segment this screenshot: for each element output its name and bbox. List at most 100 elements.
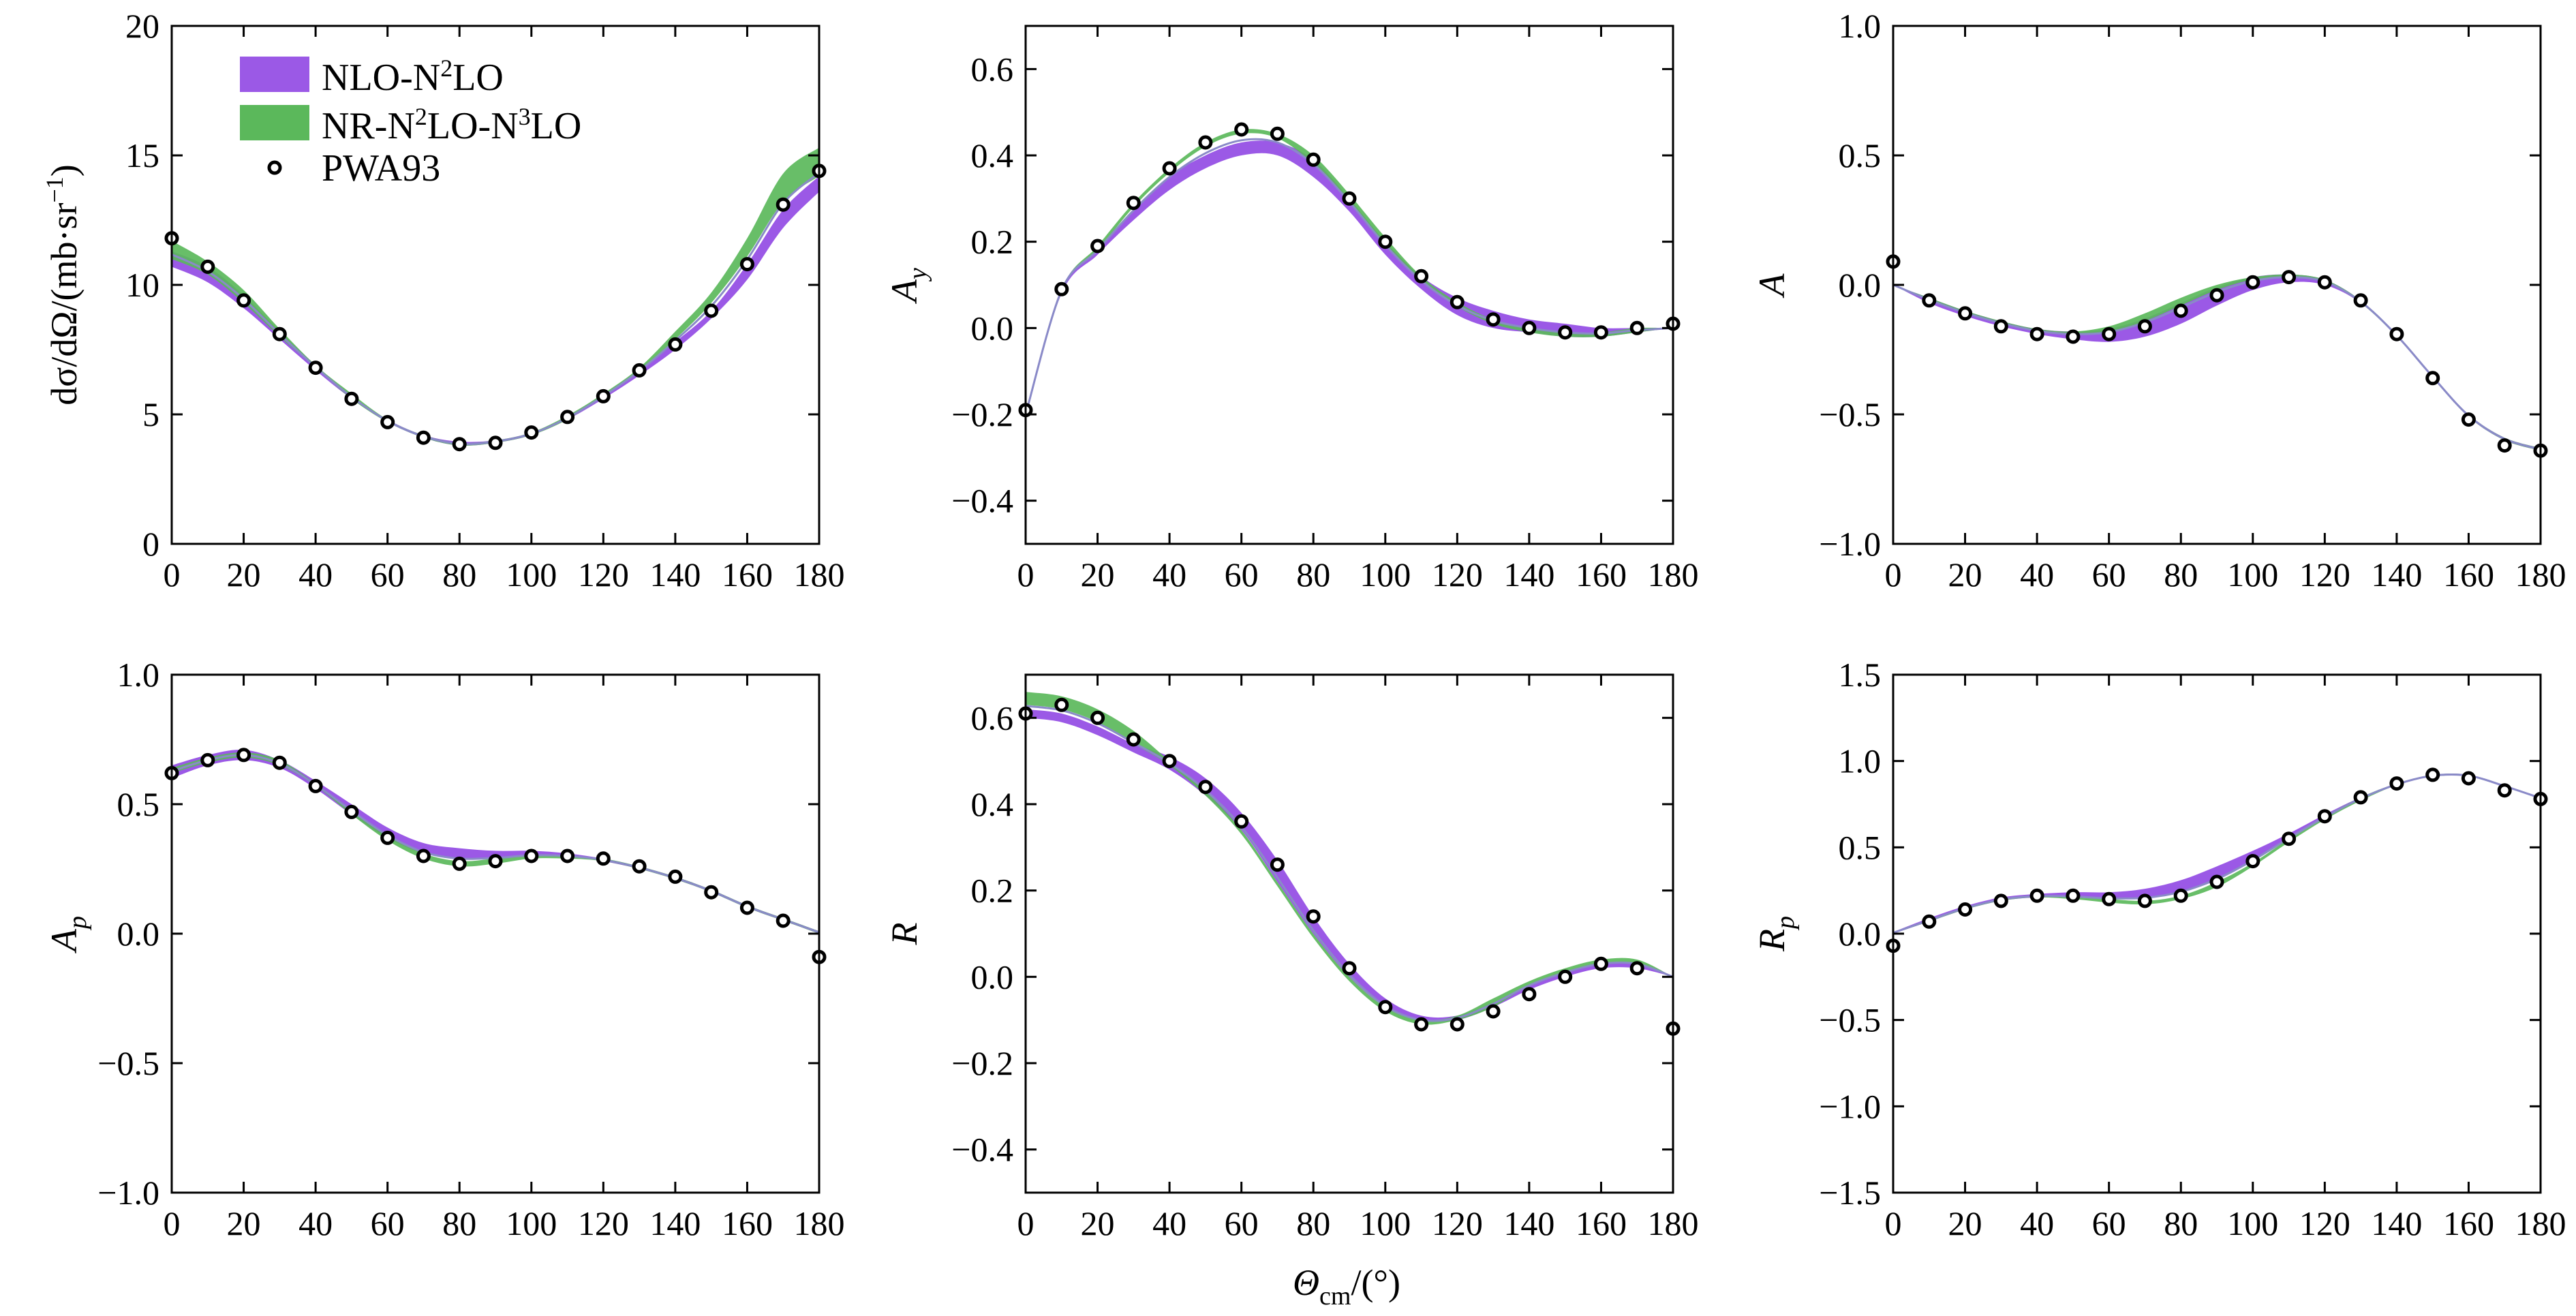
data-point-ay <box>1342 191 1357 206</box>
x-tick-label-ay: 60 <box>1225 555 1259 594</box>
y-tick-label-ay: 0.2 <box>971 223 1014 261</box>
data-point-rp <box>1958 902 1973 917</box>
data-point-rp <box>1922 914 1937 929</box>
data-point-ap <box>272 755 287 770</box>
plot-frame-ap <box>170 673 821 1194</box>
plot-area-ay <box>1026 129 1673 415</box>
x-tick-label-r: 140 <box>1503 1204 1554 1242</box>
data-point-rp <box>2353 790 2368 805</box>
x-tick-label-r: 60 <box>1225 1204 1259 1242</box>
x-tick-label-rp: 160 <box>2443 1204 2494 1242</box>
data-point-r <box>1558 969 1573 984</box>
y-tick-label-r: 0.4 <box>971 785 1014 823</box>
y-tick-label-ay: 0.4 <box>971 136 1014 174</box>
y-tick-label-dsdo: 0 <box>142 525 159 563</box>
x-tick-label-ay: 20 <box>1081 555 1115 594</box>
data-point-rp <box>2137 893 2152 908</box>
data-point-rp <box>1993 893 2008 908</box>
band-nr-rp <box>1893 774 2541 934</box>
x-tick-label-ay: 180 <box>1648 555 1699 594</box>
data-point-a <box>2209 288 2224 303</box>
x-tick-label-dsdo: 40 <box>298 555 333 594</box>
data-point-r <box>1270 857 1285 872</box>
y-tick-label-ay: 0.6 <box>971 50 1014 88</box>
data-point-a <box>2173 303 2188 318</box>
x-tick-label-a: 20 <box>1948 555 1982 594</box>
x-tick-label-rp: 20 <box>1948 1204 1982 1242</box>
y-axis-label-rp: Rp <box>1751 916 1800 952</box>
data-point-rp <box>2317 809 2332 824</box>
data-point-r <box>1054 697 1069 712</box>
x-tick-label-ap: 180 <box>794 1204 845 1242</box>
y-tick-label-ay: 0.0 <box>971 309 1014 347</box>
x-tick-label-ap: 20 <box>227 1204 261 1242</box>
data-point-a <box>2353 293 2368 308</box>
data-point-a <box>2029 326 2044 341</box>
data-point-ay <box>1522 320 1537 335</box>
data-point-r <box>1378 1000 1393 1015</box>
data-point-a <box>2389 326 2404 341</box>
x-tick-label-a: 0 <box>1885 555 1902 594</box>
y-tick-label-r: 0.6 <box>971 699 1014 737</box>
y-tick-label-r: −0.2 <box>951 1044 1013 1082</box>
y-tick-label-a: 0.5 <box>1839 136 1882 174</box>
data-point-ay <box>1270 126 1285 141</box>
x-tick-label-rp: 0 <box>1885 1204 1902 1242</box>
data-point-rp <box>2029 888 2044 903</box>
data-point-r <box>1522 987 1537 1002</box>
band-nr-ap <box>172 752 819 934</box>
x-tick-label-a: 120 <box>2299 555 2350 594</box>
data-point-ap <box>739 900 754 915</box>
panel-ay: 0 20 40 60 80 100 120 140 160 180 −0.4 −0.2 0.0 0.2 0.… <box>884 25 1699 594</box>
band-nlo-ap <box>172 749 819 934</box>
panel-a: 0 20 40 60 80 100 120 140 160 180 −1.0 −0.5 0.0 0.5 1.… <box>1751 7 2566 594</box>
legend-marker-pwa93 <box>267 160 282 175</box>
data-point-ap <box>344 804 359 819</box>
data-point-ay <box>1090 239 1105 254</box>
data-point-ap <box>704 885 719 900</box>
data-point-ap <box>632 859 647 874</box>
data-point-dsdo <box>236 293 251 308</box>
x-tick-label-dsdo: 140 <box>649 555 701 594</box>
data-point-rp <box>2173 888 2188 903</box>
y-axis-label-r: R <box>884 923 925 946</box>
legend-label-nlo: NLO-N2LO <box>322 55 504 99</box>
y-axis-label-a: A <box>1751 273 1792 299</box>
data-point-a <box>2137 319 2152 334</box>
band-nlo-ay <box>1026 140 1673 414</box>
data-point-ap <box>380 830 395 845</box>
x-tick-label-r: 180 <box>1648 1204 1699 1242</box>
data-point-r <box>1198 780 1213 795</box>
panel-ap: 0 20 40 60 80 100 120 140 160 180 −1.0 −0.5 0.0 0.5 1.… <box>44 656 845 1242</box>
y-tick-label-ay: −0.2 <box>951 395 1013 433</box>
data-point-dsdo <box>632 363 647 378</box>
data-point-a <box>2102 326 2117 341</box>
data-point-ay <box>1378 234 1393 249</box>
data-point-rp <box>2066 888 2081 903</box>
data-point-a <box>1922 293 1937 308</box>
y-tick-label-rp: 1.0 <box>1839 742 1882 780</box>
x-tick-label-ap: 140 <box>649 1204 701 1242</box>
center-line-dsdo <box>172 172 819 446</box>
data-point-dsdo <box>452 437 467 452</box>
data-point-rp <box>2425 767 2440 782</box>
x-tick-label-ay: 120 <box>1432 555 1483 594</box>
x-tick-label-a: 100 <box>2227 555 2278 594</box>
data-point-ap <box>524 848 539 863</box>
data-point-ay <box>1198 135 1213 150</box>
x-tick-label-ap: 160 <box>722 1204 773 1242</box>
x-tick-label-ay: 140 <box>1503 555 1554 594</box>
x-tick-label-rp: 40 <box>2020 1204 2054 1242</box>
legend-label-nr: NR-N2LO-N3LO <box>322 103 581 147</box>
data-point-r <box>1414 1017 1429 1032</box>
data-point-ap <box>452 856 467 871</box>
x-tick-label-rp: 140 <box>2371 1204 2422 1242</box>
x-tick-label-rp: 80 <box>2164 1204 2198 1242</box>
plot-area-dsdo <box>172 147 819 446</box>
data-point-ay <box>1558 325 1573 340</box>
data-point-r <box>1090 710 1105 725</box>
y-tick-label-ap: −0.5 <box>97 1044 159 1082</box>
y-tick-label-ap: 0.0 <box>117 915 160 953</box>
data-point-rp <box>2461 771 2476 786</box>
